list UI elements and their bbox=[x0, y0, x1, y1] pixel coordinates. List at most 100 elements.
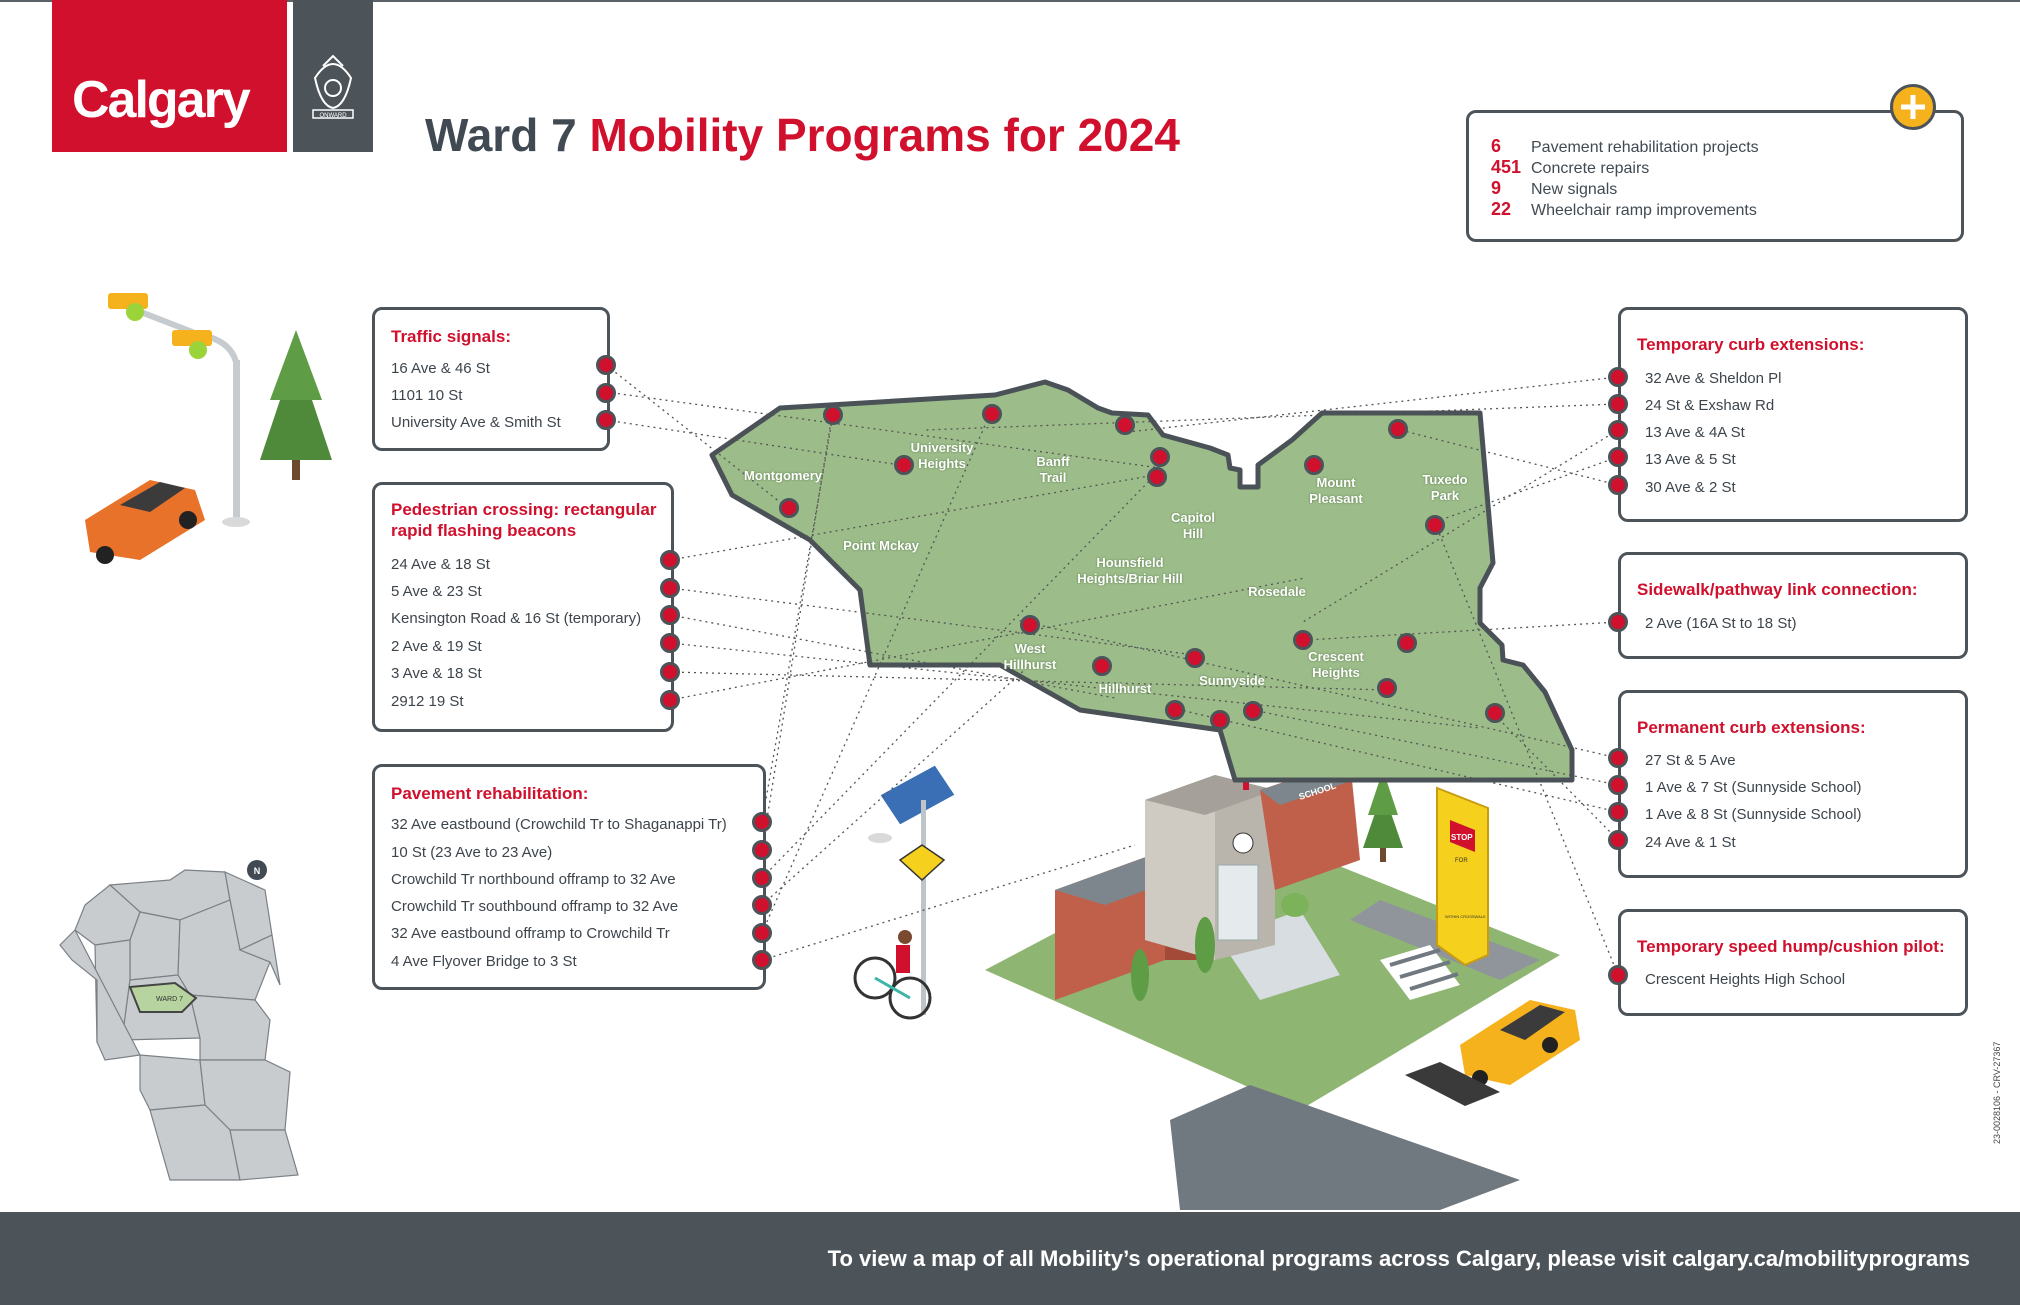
map-marker[interactable] bbox=[1165, 700, 1185, 720]
crosswalk bbox=[1380, 945, 1460, 1000]
tree-icon bbox=[1131, 949, 1149, 1001]
list-marker[interactable] bbox=[1608, 447, 1628, 467]
list-item: 24 Ave & 18 St bbox=[391, 556, 490, 573]
list-marker[interactable] bbox=[660, 662, 680, 682]
box-header: Sidewalk/pathway link connection: bbox=[1637, 580, 1918, 599]
list-marker[interactable] bbox=[596, 410, 616, 430]
map-marker[interactable] bbox=[1150, 447, 1170, 467]
map-marker[interactable] bbox=[779, 498, 799, 518]
box-header: Permanent curb extensions: bbox=[1637, 718, 1866, 737]
list-marker[interactable] bbox=[1608, 965, 1628, 985]
list-marker[interactable] bbox=[1608, 748, 1628, 768]
top-rule bbox=[0, 0, 2020, 2]
summary-box: 6 Pavement rehabilitation projects 451 Con… bbox=[1466, 110, 1964, 242]
box-header: Pedestrian crossing: rectangular rapid fl… bbox=[391, 500, 657, 540]
city-crest: ONWARD bbox=[293, 0, 373, 152]
map-marker[interactable] bbox=[1210, 710, 1230, 730]
map-marker[interactable] bbox=[894, 455, 914, 475]
map-marker[interactable] bbox=[1377, 678, 1397, 698]
map-marker[interactable] bbox=[1485, 703, 1505, 723]
list-marker[interactable] bbox=[1608, 830, 1628, 850]
list-marker[interactable] bbox=[1608, 775, 1628, 795]
list-item: 1 Ave & 8 St (Sunnyside School) bbox=[1645, 806, 1862, 823]
sidewalk-link-box: Sidewalk/pathway link connection: 2 Ave … bbox=[1618, 552, 1968, 659]
leader-lines bbox=[605, 364, 1619, 976]
list-item: Kensington Road & 16 St (temporary) bbox=[391, 610, 642, 627]
list-marker[interactable] bbox=[1608, 802, 1628, 822]
logo-text: Calgary bbox=[72, 71, 251, 129]
list-marker[interactable] bbox=[752, 923, 772, 943]
solar-light-icon bbox=[868, 764, 956, 1015]
list-item: Crowchild Tr southbound offramp to 32 Av… bbox=[391, 898, 679, 915]
page-title: Ward 7 Mobility Programs for 2024 bbox=[425, 108, 1180, 162]
list-item: University Ave & Smith St bbox=[391, 414, 561, 431]
map-marker[interactable] bbox=[1293, 630, 1313, 650]
list-marker[interactable] bbox=[660, 578, 680, 598]
list-marker[interactable] bbox=[752, 812, 772, 832]
list-marker[interactable] bbox=[1608, 475, 1628, 495]
list-item: 5 Ave & 23 St bbox=[391, 583, 482, 600]
label-crescent-heights: Crescent Heights bbox=[1308, 649, 1364, 680]
stop-sign-icon: STOP FOR WITHIN CROSSWALK bbox=[1436, 786, 1489, 967]
summary-row: 6 Pavement rehabilitation projects bbox=[1491, 136, 1759, 156]
list-marker[interactable] bbox=[660, 550, 680, 570]
label-banff-trail: Banff Trail bbox=[1036, 454, 1070, 485]
calgary-logo[interactable]: Calgary bbox=[52, 0, 287, 152]
crest-icon: ONWARD bbox=[312, 54, 354, 119]
list-item: 16 Ave & 46 St bbox=[391, 360, 490, 377]
tree-icon bbox=[1363, 770, 1403, 862]
title-prefix: Ward 7 bbox=[425, 109, 577, 161]
map-marker[interactable] bbox=[1115, 415, 1135, 435]
label-west-hillhurst: West Hillhurst bbox=[1003, 641, 1057, 672]
list-item: 13 Ave & 5 St bbox=[1645, 451, 1736, 468]
map-marker[interactable] bbox=[1020, 615, 1040, 635]
cyclist-icon bbox=[853, 930, 932, 1020]
map-marker[interactable] bbox=[1185, 648, 1205, 668]
footer-bar: To view a map of all Mobility’s operatio… bbox=[0, 1212, 2020, 1305]
list-item: 2 Ave & 19 St bbox=[391, 638, 482, 655]
list-item: 1101 10 St bbox=[391, 387, 463, 404]
list-marker[interactable] bbox=[752, 840, 772, 860]
map-marker[interactable] bbox=[982, 404, 1002, 424]
label-montgomery: Montgomery bbox=[744, 468, 822, 483]
map-marker[interactable] bbox=[1147, 467, 1167, 487]
list-marker[interactable] bbox=[596, 355, 616, 375]
plus-icon[interactable] bbox=[1890, 84, 1936, 130]
list-marker[interactable] bbox=[1608, 394, 1628, 414]
label-hounsfield-heights: Hounsfield Heights/Briar Hill bbox=[1077, 555, 1183, 586]
map-marker[interactable] bbox=[1425, 515, 1445, 535]
map-marker[interactable] bbox=[1304, 455, 1324, 475]
school-building: SCHOOL bbox=[1055, 760, 1360, 1000]
title-highlight: Mobility Programs for 2024 bbox=[589, 109, 1180, 161]
car-icon bbox=[85, 480, 205, 564]
summary-row: 22 Wheelchair ramp improvements bbox=[1491, 199, 1757, 219]
pedestrian-crossing-box: Pedestrian crossing: rectangular rapid fl… bbox=[372, 482, 674, 732]
list-marker[interactable] bbox=[1608, 612, 1628, 632]
list-item: 24 Ave & 1 St bbox=[1645, 834, 1736, 851]
list-marker[interactable] bbox=[752, 950, 772, 970]
map-marker[interactable] bbox=[1397, 633, 1417, 653]
summary-row: 9 New signals bbox=[1491, 178, 1618, 198]
list-item: Crescent Heights High School bbox=[1645, 971, 1846, 988]
label-university-heights: University Heights bbox=[910, 440, 974, 471]
list-marker[interactable] bbox=[660, 690, 680, 710]
map-marker[interactable] bbox=[1243, 701, 1263, 721]
map-marker[interactable] bbox=[1092, 656, 1112, 676]
list-marker[interactable] bbox=[1608, 367, 1628, 387]
list-marker[interactable] bbox=[660, 633, 680, 653]
map-marker[interactable] bbox=[1388, 419, 1408, 439]
list-item: 24 St & Exshaw Rd bbox=[1645, 397, 1775, 414]
pavement-rehabilitation-box: Pavement rehabilitation: 32 Ave eastboun… bbox=[372, 764, 766, 990]
list-marker[interactable] bbox=[1608, 420, 1628, 440]
footer-text[interactable]: To view a map of all Mobility’s operatio… bbox=[827, 1246, 1970, 1271]
box-header: Temporary speed hump/cushion pilot: bbox=[1637, 937, 1945, 956]
list-marker[interactable] bbox=[660, 605, 680, 625]
stop-text: STOP bbox=[1451, 833, 1473, 842]
speed-hump-box: Temporary speed hump/cushion pilot: Cres… bbox=[1618, 909, 1968, 1016]
map-marker[interactable] bbox=[823, 405, 843, 425]
ward-map: SCHOOL STOP FOR WITHIN CROSSWALK bbox=[85, 293, 1619, 1210]
list-marker[interactable] bbox=[596, 383, 616, 403]
list-marker[interactable] bbox=[752, 868, 772, 888]
list-marker[interactable] bbox=[752, 895, 772, 915]
road bbox=[1170, 1085, 1520, 1210]
